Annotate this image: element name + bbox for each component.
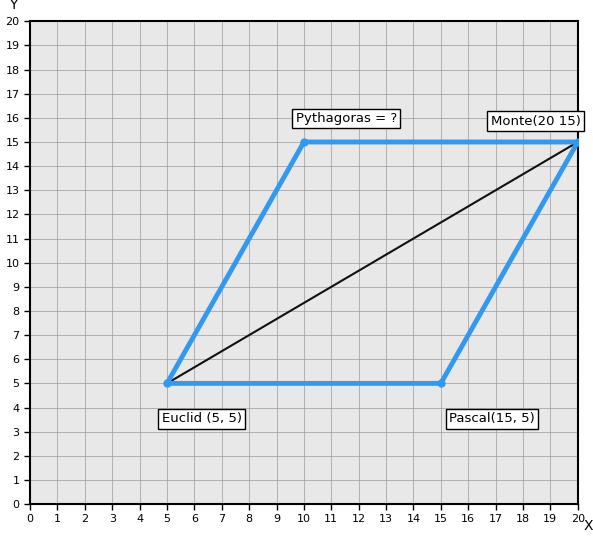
Text: Pythagoras = ?: Pythagoras = ? [296,112,397,125]
Text: Euclid (5, 5): Euclid (5, 5) [161,412,241,426]
Y-axis label: Y: Y [9,0,18,12]
X-axis label: X: X [584,518,593,533]
Text: Monte(20 15): Monte(20 15) [490,115,581,128]
Text: Pascal(15, 5): Pascal(15, 5) [449,412,535,426]
